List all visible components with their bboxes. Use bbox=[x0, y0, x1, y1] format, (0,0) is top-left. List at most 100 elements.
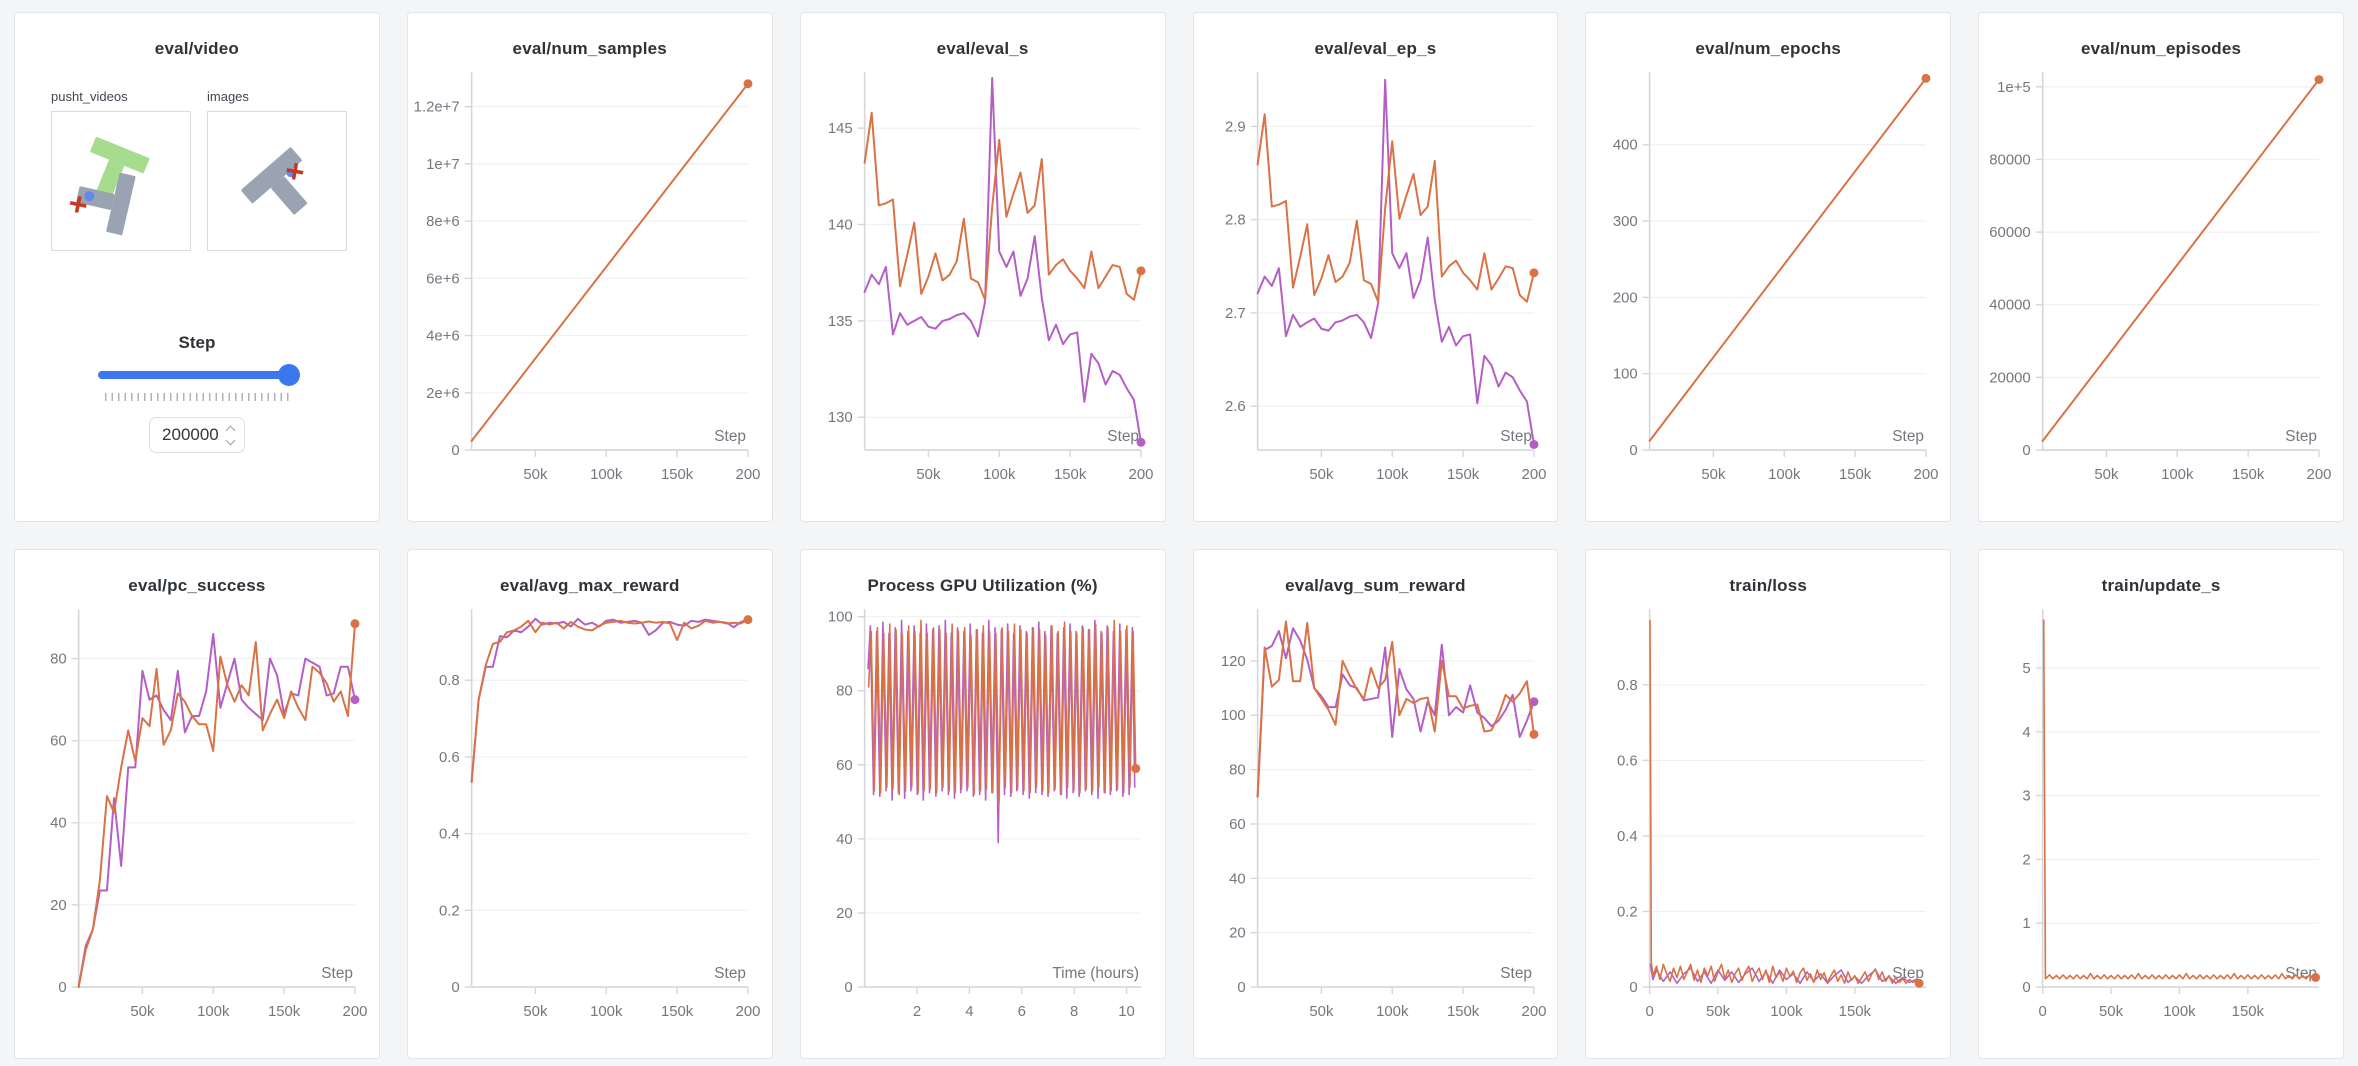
pusht-videos-block: pusht_videos bbox=[51, 89, 191, 251]
step-slider-track[interactable] bbox=[98, 371, 296, 379]
svg-text:2: 2 bbox=[913, 1004, 921, 1020]
step-value-input[interactable] bbox=[159, 425, 222, 445]
svg-text:2.8: 2.8 bbox=[1224, 213, 1245, 229]
step-increment-icon[interactable] bbox=[225, 425, 236, 435]
step-slider[interactable] bbox=[98, 364, 300, 389]
svg-text:20: 20 bbox=[50, 898, 67, 914]
svg-text:200: 200 bbox=[1521, 1004, 1546, 1020]
panel-eval-eval-s: eval/eval_s 130 135 140 145 50k 100k 150k 200 St… bbox=[799, 12, 1166, 522]
pusht-video-frame bbox=[69, 136, 150, 236]
svg-text:Step: Step bbox=[2285, 428, 2317, 445]
svg-text:0.4: 0.4 bbox=[1617, 829, 1638, 845]
svg-text:10: 10 bbox=[1118, 1004, 1135, 1020]
images-frame bbox=[241, 147, 308, 215]
svg-text:120: 120 bbox=[1220, 654, 1245, 670]
svg-text:150k: 150k bbox=[1054, 467, 1087, 483]
svg-text:0: 0 bbox=[451, 443, 459, 459]
panel-title: eval/num_samples bbox=[512, 39, 667, 58]
svg-text:200: 200 bbox=[735, 1004, 760, 1020]
svg-text:0.8: 0.8 bbox=[439, 673, 460, 689]
svg-text:50k: 50k bbox=[916, 467, 941, 483]
panel-title: eval/num_epochs bbox=[1695, 39, 1842, 58]
panel-title: eval/pc_success bbox=[128, 576, 266, 595]
svg-text:0.4: 0.4 bbox=[439, 827, 460, 843]
svg-text:50k: 50k bbox=[2099, 1004, 2124, 1020]
svg-text:2e+6: 2e+6 bbox=[426, 386, 460, 402]
chart-eval-num-samples[interactable]: 0 2e+6 4e+6 6e+6 8e+6 1e+7 1.2e+7 50k 100k 150k 20… bbox=[408, 61, 772, 513]
panel-eval-avg-max-reward: eval/avg_max_reward 0 0.2 0.4 0.6 0.8 50k 100k… bbox=[406, 549, 773, 1059]
svg-text:4: 4 bbox=[2023, 725, 2031, 741]
svg-text:40: 40 bbox=[50, 816, 67, 832]
panel-title: eval/eval_ep_s bbox=[1314, 39, 1437, 58]
panel-train-loss: train/loss 0 0.2 0.4 0.6 0.8 0 50k 100k 150k Step bbox=[1585, 549, 1952, 1059]
svg-text:Step: Step bbox=[321, 965, 353, 982]
svg-text:Step: Step bbox=[1893, 965, 1925, 982]
svg-text:40000: 40000 bbox=[1989, 298, 2030, 314]
svg-text:100k: 100k bbox=[1376, 467, 1409, 483]
chart-eval-eval-s[interactable]: 130 135 140 145 50k 100k 150k 200 Step bbox=[801, 61, 1165, 513]
svg-text:135: 135 bbox=[827, 314, 852, 330]
panel-title: eval/num_episodes bbox=[2080, 39, 2242, 58]
images-thumbnail[interactable] bbox=[207, 111, 347, 251]
svg-text:200: 200 bbox=[343, 1004, 368, 1020]
svg-text:0: 0 bbox=[1630, 980, 1638, 996]
svg-text:200: 200 bbox=[2307, 467, 2332, 483]
svg-text:Step: Step bbox=[1107, 428, 1139, 445]
svg-text:100: 100 bbox=[827, 610, 852, 626]
step-slider-thumb[interactable] bbox=[277, 364, 300, 386]
svg-text:0: 0 bbox=[2039, 1004, 2047, 1020]
svg-text:50k: 50k bbox=[130, 1004, 155, 1020]
media-thumbnails: pusht_videos bbox=[15, 89, 379, 251]
svg-text:60: 60 bbox=[836, 758, 853, 774]
svg-text:0: 0 bbox=[1237, 980, 1245, 996]
svg-text:0: 0 bbox=[451, 980, 459, 996]
svg-text:Step: Step bbox=[1893, 428, 1925, 445]
svg-text:50k: 50k bbox=[1702, 467, 1727, 483]
svg-text:40: 40 bbox=[1229, 871, 1246, 887]
chart-eval-num-episodes[interactable]: 0 20000 40000 60000 80000 1e+5 50k 100k 150k 200 S… bbox=[1979, 61, 2343, 513]
svg-text:80: 80 bbox=[1229, 763, 1246, 779]
chart-train-loss[interactable]: 0 0.2 0.4 0.6 0.8 0 50k 100k 150k Step bbox=[1586, 598, 1950, 1050]
svg-text:140: 140 bbox=[827, 218, 852, 234]
step-decrement-icon[interactable] bbox=[225, 435, 236, 445]
images-caption: images bbox=[207, 89, 249, 104]
svg-text:Step: Step bbox=[1500, 965, 1532, 982]
svg-text:40: 40 bbox=[836, 832, 853, 848]
svg-text:Step: Step bbox=[714, 428, 746, 445]
svg-text:0.6: 0.6 bbox=[439, 750, 460, 766]
svg-text:4e+6: 4e+6 bbox=[426, 329, 460, 345]
svg-text:0.2: 0.2 bbox=[1617, 904, 1638, 920]
svg-text:150k: 150k bbox=[2232, 467, 2265, 483]
chart-eval-pc-success[interactable]: 0 20 40 60 80 50k 100k 150k 200 Step bbox=[15, 598, 379, 1050]
chart-process-gpu-utilization[interactable]: 0 20 40 60 80 100 2 4 6 8 10 Time (hours) bbox=[801, 598, 1165, 1050]
svg-text:2: 2 bbox=[2023, 852, 2031, 868]
svg-text:8e+6: 8e+6 bbox=[426, 214, 460, 230]
step-value-box bbox=[148, 417, 245, 453]
svg-text:100k: 100k bbox=[590, 1004, 623, 1020]
svg-text:2.6: 2.6 bbox=[1224, 399, 1245, 415]
svg-text:3: 3 bbox=[2023, 789, 2031, 805]
chart-eval-eval-ep-s[interactable]: 2.6 2.7 2.8 2.9 50k 100k 150k 200 Step bbox=[1194, 61, 1558, 513]
svg-text:50k: 50k bbox=[2095, 467, 2120, 483]
svg-text:100k: 100k bbox=[197, 1004, 230, 1020]
svg-text:5: 5 bbox=[2023, 661, 2031, 677]
panel-title: eval/avg_sum_reward bbox=[1285, 576, 1466, 595]
step-slider-ticks bbox=[105, 393, 289, 401]
panel-title: Process GPU Utilization (%) bbox=[867, 576, 1098, 595]
svg-text:100: 100 bbox=[1613, 367, 1638, 383]
svg-text:150k: 150k bbox=[1446, 467, 1479, 483]
pusht-video-thumbnail[interactable] bbox=[51, 111, 191, 251]
svg-text:60: 60 bbox=[1229, 817, 1246, 833]
svg-text:0: 0 bbox=[58, 980, 66, 996]
panel-eval-eval-ep-s: eval/eval_ep_s 2.6 2.7 2.8 2.9 50k 100k 150k 20… bbox=[1192, 12, 1559, 522]
svg-text:0: 0 bbox=[2023, 980, 2031, 996]
chart-eval-num-epochs[interactable]: 0 100 200 300 400 50k 100k 150k 200 Step bbox=[1586, 61, 1950, 513]
chart-eval-avg-max-reward[interactable]: 0 0.2 0.4 0.6 0.8 50k 100k 150k 200 Step bbox=[408, 598, 772, 1050]
svg-text:200: 200 bbox=[735, 467, 760, 483]
chart-eval-avg-sum-reward[interactable]: 0 20 40 60 80 100 120 50k 100k 150k 200 Step bbox=[1194, 598, 1558, 1050]
svg-text:150k: 150k bbox=[661, 1004, 694, 1020]
step-spinner[interactable] bbox=[225, 425, 236, 445]
panel-eval-num-episodes: eval/num_episodes 0 20000 40000 60000 80000 1… bbox=[1978, 12, 2344, 522]
svg-text:60: 60 bbox=[50, 734, 67, 750]
